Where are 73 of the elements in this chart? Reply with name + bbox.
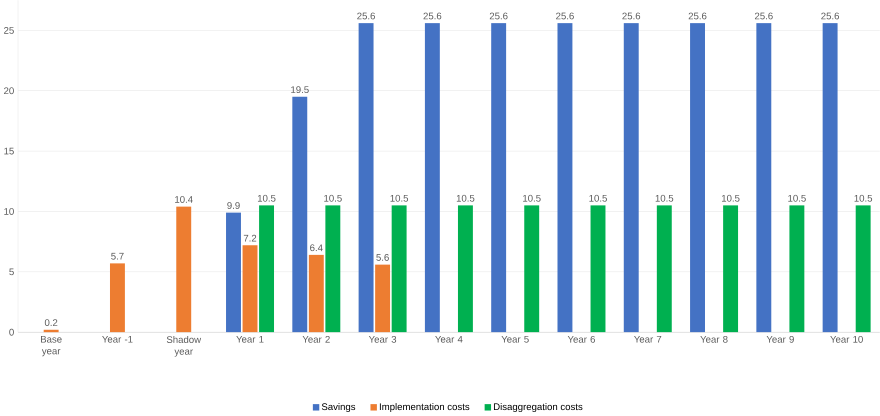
bar [176, 206, 192, 332]
y-tick-label: 15 [4, 148, 14, 155]
bar [590, 205, 606, 332]
data-label: 6.4 [310, 244, 323, 252]
bar [856, 205, 871, 332]
bar [491, 23, 506, 332]
bar [624, 23, 639, 332]
data-label: 5.6 [376, 254, 389, 261]
x-tick-label: Year 8 [700, 336, 728, 343]
legend-label: Disaggregation costs [494, 403, 582, 412]
x-tick-label: Shadow year [166, 336, 202, 357]
data-label: 19.5 [291, 86, 309, 94]
x-tick-label: Year 1 [236, 336, 264, 343]
y-tick-label: 0 [9, 328, 14, 336]
bar [325, 205, 340, 332]
data-label: 0.2 [44, 319, 58, 326]
bar [656, 205, 672, 332]
bar [424, 23, 440, 332]
data-label: 25.6 [622, 12, 640, 20]
data-label: 10.5 [656, 194, 674, 202]
y-tick-label: 20 [4, 87, 14, 94]
bar [292, 96, 308, 332]
data-label: 7.2 [244, 234, 256, 242]
x-tick-label: Year 9 [766, 336, 794, 343]
bar [392, 205, 407, 332]
x-tick-label: Year -1 [102, 336, 133, 343]
bar [690, 23, 705, 332]
bar [789, 205, 804, 332]
bar [822, 23, 838, 332]
bar [524, 205, 540, 332]
bar [723, 205, 738, 332]
x-tick-label: Year 7 [634, 336, 662, 343]
data-label: 10.5 [456, 194, 474, 202]
x-tick-label: Year 5 [501, 336, 529, 343]
data-label: 10.5 [722, 194, 740, 202]
bar [226, 212, 241, 332]
legend-label: Savings [322, 403, 356, 412]
y-tick-label: 25 [4, 27, 14, 34]
data-label: 25.6 [688, 12, 706, 20]
x-tick-label: Year 6 [568, 336, 596, 343]
data-label: 10.5 [258, 194, 276, 202]
data-label: 5.7 [111, 252, 124, 260]
bar [756, 23, 772, 332]
x-tick-label: Year 2 [302, 336, 330, 343]
bar [259, 205, 274, 332]
data-label: 10.5 [390, 194, 408, 202]
x-tick-label: Year 4 [435, 336, 463, 343]
data-label: 10.5 [788, 194, 806, 202]
bar [358, 23, 374, 332]
legend-label: Implementation costs [380, 403, 470, 412]
x-tick-label: Base year [41, 336, 62, 356]
bar [110, 263, 125, 332]
data-label: 10.5 [324, 194, 342, 202]
y-tick-label: 10 [4, 208, 14, 215]
y-tick-label: 5 [9, 268, 14, 276]
bar [308, 254, 324, 332]
bar [557, 23, 572, 332]
data-label: 25.6 [424, 12, 442, 20]
data-label: 10.5 [854, 194, 872, 202]
data-label: 25.6 [357, 12, 375, 20]
bar [242, 245, 258, 332]
x-tick-label: Year 3 [368, 336, 396, 343]
bar [375, 264, 390, 332]
data-label: 25.6 [754, 12, 773, 20]
data-label: 10.5 [523, 194, 541, 202]
data-label: 9.9 [227, 202, 240, 209]
data-label: 25.6 [821, 12, 840, 20]
data-label: 10.5 [589, 194, 607, 202]
data-label: 10.4 [175, 196, 193, 203]
x-tick-label: Year 10 [830, 336, 863, 343]
data-label: 25.6 [556, 12, 574, 20]
data-label: 25.6 [490, 12, 508, 20]
bar [458, 205, 473, 332]
